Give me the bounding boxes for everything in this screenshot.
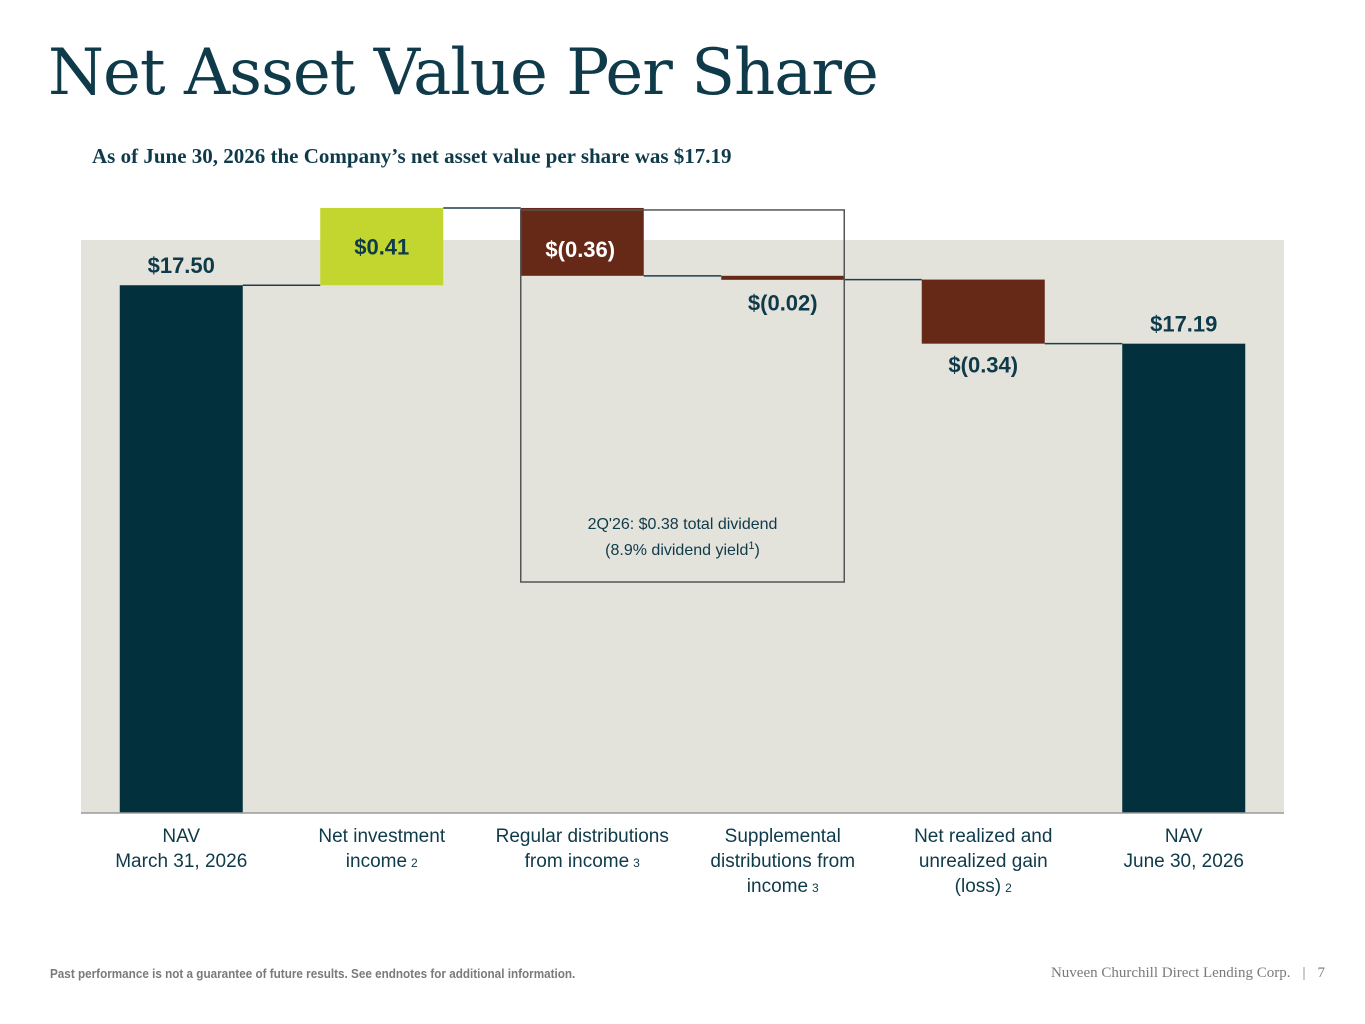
waterfall-bar-4 — [721, 275, 845, 280]
footer-company-info: Nuveen Churchill Direct Lending Corp. | 7 — [1051, 965, 1325, 982]
value-label-5: $(0.34) — [948, 353, 1018, 378]
value-label-2: $0.41 — [354, 235, 409, 260]
category-label-5: Net realized and unrealized gain (loss) 2 — [914, 826, 1052, 897]
value-label-6: $17.19 — [1150, 312, 1217, 337]
value-label-3: $(0.36) — [545, 237, 615, 262]
footer-disclaimer: Past performance is not a guarantee of f… — [50, 966, 576, 981]
footer-company-name: Nuveen Churchill Direct Lending Corp. — [1050, 965, 1291, 981]
waterfall-bar-1 — [119, 285, 243, 814]
category-label-3: Regular distributions from income 3 — [496, 826, 669, 872]
page-number: 7 — [1317, 965, 1326, 981]
value-label-4: $(0.02) — [748, 291, 818, 316]
dividend-annotation-line1: 2Q'26: $0.38 total dividend — [588, 516, 778, 533]
dividend-annotation-box — [520, 209, 845, 583]
waterfall-bar-6 — [1122, 343, 1246, 813]
waterfall-bar-3 — [520, 207, 644, 276]
page-title: Net Asset Value Per Share — [48, 36, 879, 110]
waterfall-bar-5 — [921, 279, 1045, 344]
value-label-1: $17.50 — [148, 253, 215, 278]
footer-separator: | — [1302, 965, 1306, 981]
category-label-4: Supplemental distributions from income 3 — [710, 826, 855, 897]
page-subtitle: As of June 30, 2026 the Company’s net as… — [92, 144, 732, 168]
nav-waterfall-chart: 2Q'26: $0.38 total dividend (8.9% dividen… — [81, 207, 1284, 897]
category-label-6: NAV June 30, 2026 — [1124, 826, 1244, 872]
plot-background — [81, 240, 1284, 813]
waterfall-bar-2 — [320, 207, 444, 286]
category-label-2: Net investment income 2 — [318, 826, 445, 872]
dividend-annotation-line2: (8.9% dividend yield1) — [605, 540, 760, 559]
category-label-1: NAV March 31, 2026 — [115, 826, 247, 872]
